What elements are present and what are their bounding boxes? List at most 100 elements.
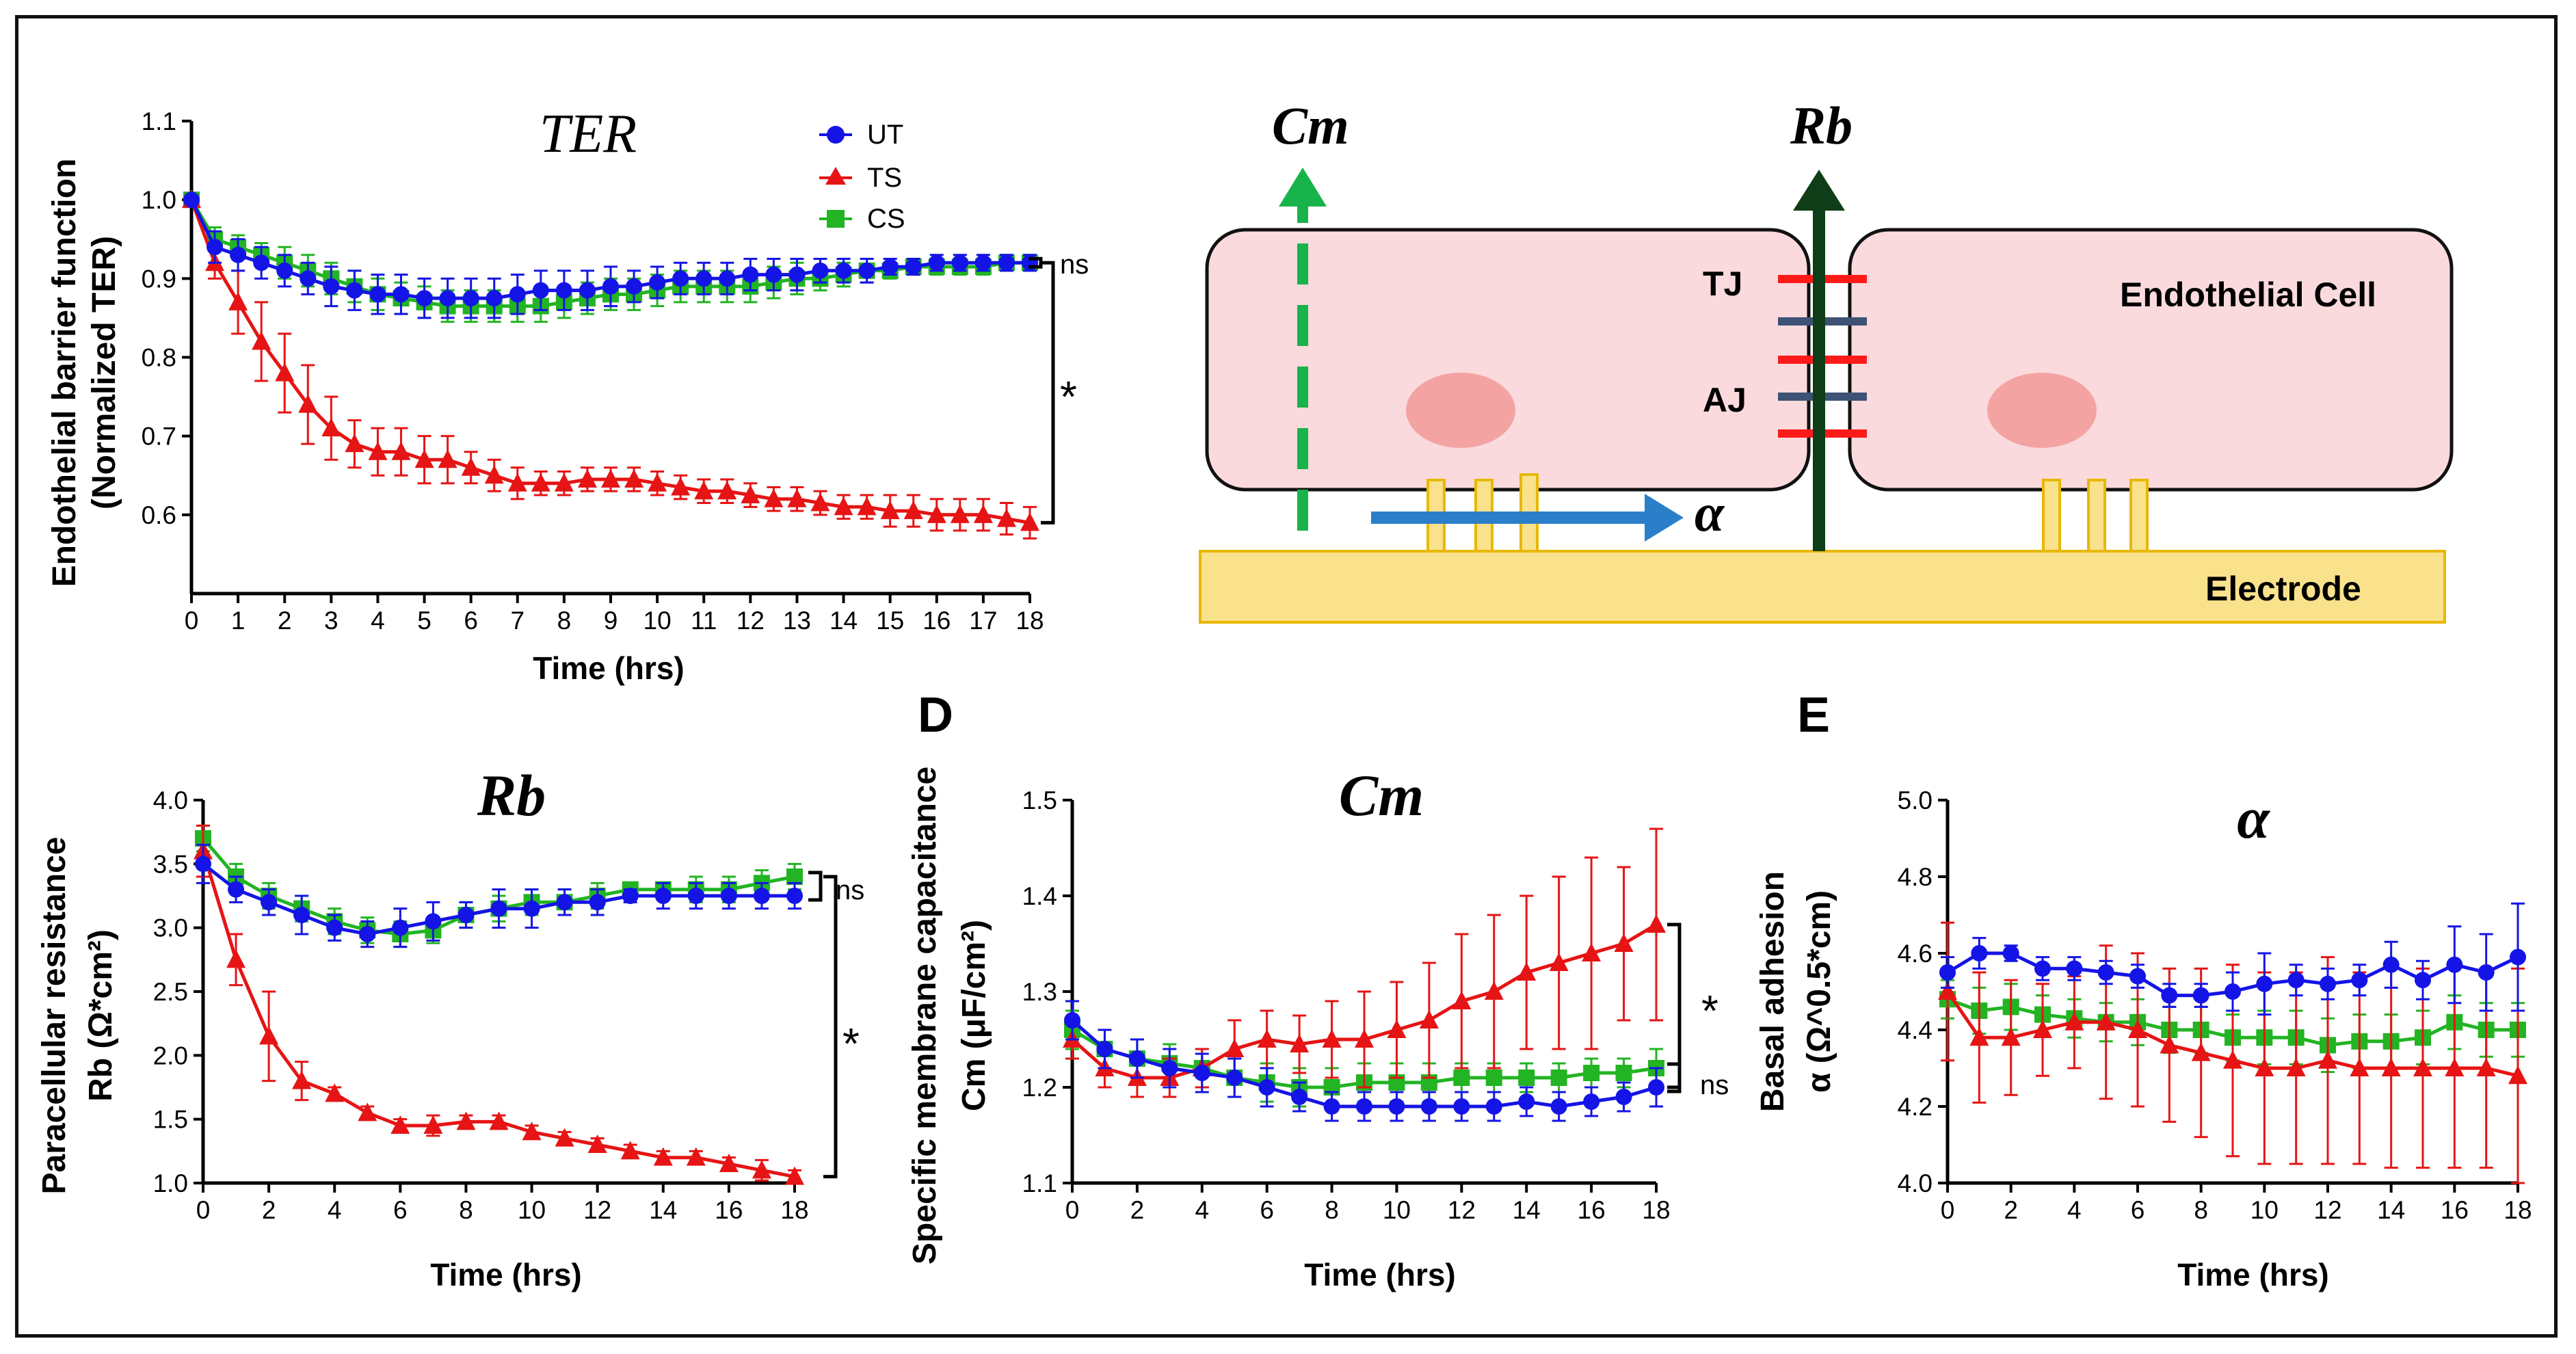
x-axis-label: Time (hrs) [430,1257,582,1292]
y-tick-label: 1.4 [1022,882,1057,910]
data-point [325,1083,345,1102]
panel-letter: E [1797,688,1830,743]
data-point [1226,1070,1243,1086]
data-point [620,1141,640,1160]
data-point [183,191,200,209]
y-tick-label: 4.6 [1898,940,1933,968]
data-point [587,1134,607,1153]
x-tick-label: 10 [643,607,672,635]
y-axis-label: Specific membrane capacitance [907,767,943,1264]
data-point [1020,512,1039,531]
x-tick-label: 2 [1130,1196,1145,1224]
y-tick-label: 5.0 [1898,786,1933,814]
data-point [753,888,770,904]
x-tick-label: 10 [518,1196,546,1224]
data-point [1971,945,1988,961]
data-point [489,1111,509,1130]
data-point [857,496,877,516]
data-point [484,465,504,484]
x-tick-label: 4 [371,607,385,635]
data-point [1939,964,1956,981]
data-point [649,274,666,291]
electrode-label: Electrode [2205,570,2361,608]
significance-bracket [1667,1062,1682,1093]
y-axis-label-units: (Normalized TER) [86,236,122,509]
data-point [1582,943,1602,961]
data-point [601,469,620,488]
data-point [950,504,970,523]
focal-contact [2129,479,2149,553]
y-axis-label-units: α (Ω^0.5*cm) [1801,890,1837,1093]
data-point [2129,968,2146,985]
rb-arrow-head [1793,170,1845,211]
data-point [927,504,946,523]
alpha-symbol: α [1695,483,1725,542]
data-point [1647,914,1666,933]
data-point [555,1128,574,1147]
data-point [292,1070,312,1089]
ns-annotation: ns [1060,250,1089,280]
data-point [369,286,386,303]
focal-contact [2042,479,2061,553]
data-point [323,278,340,295]
data-point [671,477,691,496]
x-tick-label: 1 [231,607,245,635]
data-point [522,1121,542,1141]
data-point [834,496,853,516]
cell-diagram: Electrode Endothelial Cell TJ AJ Cm [1199,96,2454,624]
data-point [1323,1098,1340,1115]
data-point [577,469,597,488]
data-point [996,508,1016,527]
data-point [624,469,644,488]
data-point [2287,972,2305,989]
x-tick-label: 6 [464,607,478,635]
data-point [346,282,363,299]
x-tick-label: 8 [459,1196,473,1224]
ns-annotation: ns [1700,1070,1729,1100]
data-point [345,434,364,453]
y-tick-label: 1.5 [153,1106,188,1134]
data-point [321,418,341,437]
data-point [695,270,713,287]
tj-label: TJ [1703,265,1742,303]
data-point [2192,987,2209,1004]
data-point [486,290,503,307]
x-axis-label: Time (hrs) [533,650,685,686]
data-point [622,888,639,904]
data-point [226,949,246,968]
x-tick-label: 13 [783,607,811,635]
legend-label-cs: CS [867,204,905,234]
data-point [1485,1098,1502,1115]
data-point [1128,1050,1145,1067]
data-point [1453,1070,1470,1086]
y-tick-label: 3.0 [153,914,188,942]
series-ut [1939,902,2526,1016]
y-axis-label: Paracellular resistance [36,836,72,1194]
x-tick-label: 16 [2441,1196,2469,1224]
data-point [554,473,574,492]
endothelial-cell-right [1848,228,2454,492]
y-tick-label: 4.0 [1898,1169,1933,1197]
y-tick-label: 1.1 [142,107,176,135]
data-point [1583,1065,1600,1081]
x-tick-label: 5 [417,607,431,635]
data-point [1583,1093,1600,1110]
data-point [1064,1012,1080,1028]
data-point [602,278,619,295]
data-point [2508,1065,2527,1085]
data-point [2415,972,2431,989]
aj-label: AJ [1703,381,1747,419]
data-point [1161,1060,1178,1076]
x-tick-label: 17 [969,607,997,635]
data-point [2320,975,2336,992]
significance-bracket [808,871,823,902]
x-tick-label: 0 [196,1196,211,1224]
data-point [2382,956,2400,973]
x-tick-label: 18 [780,1196,808,1224]
x-tick-label: 0 [185,607,199,635]
endothelial-cell-label: Endothelial Cell [2120,276,2376,314]
data-point [719,1154,739,1172]
data-point [423,1115,443,1134]
data-point [2225,983,2241,1000]
data-point [719,270,736,287]
